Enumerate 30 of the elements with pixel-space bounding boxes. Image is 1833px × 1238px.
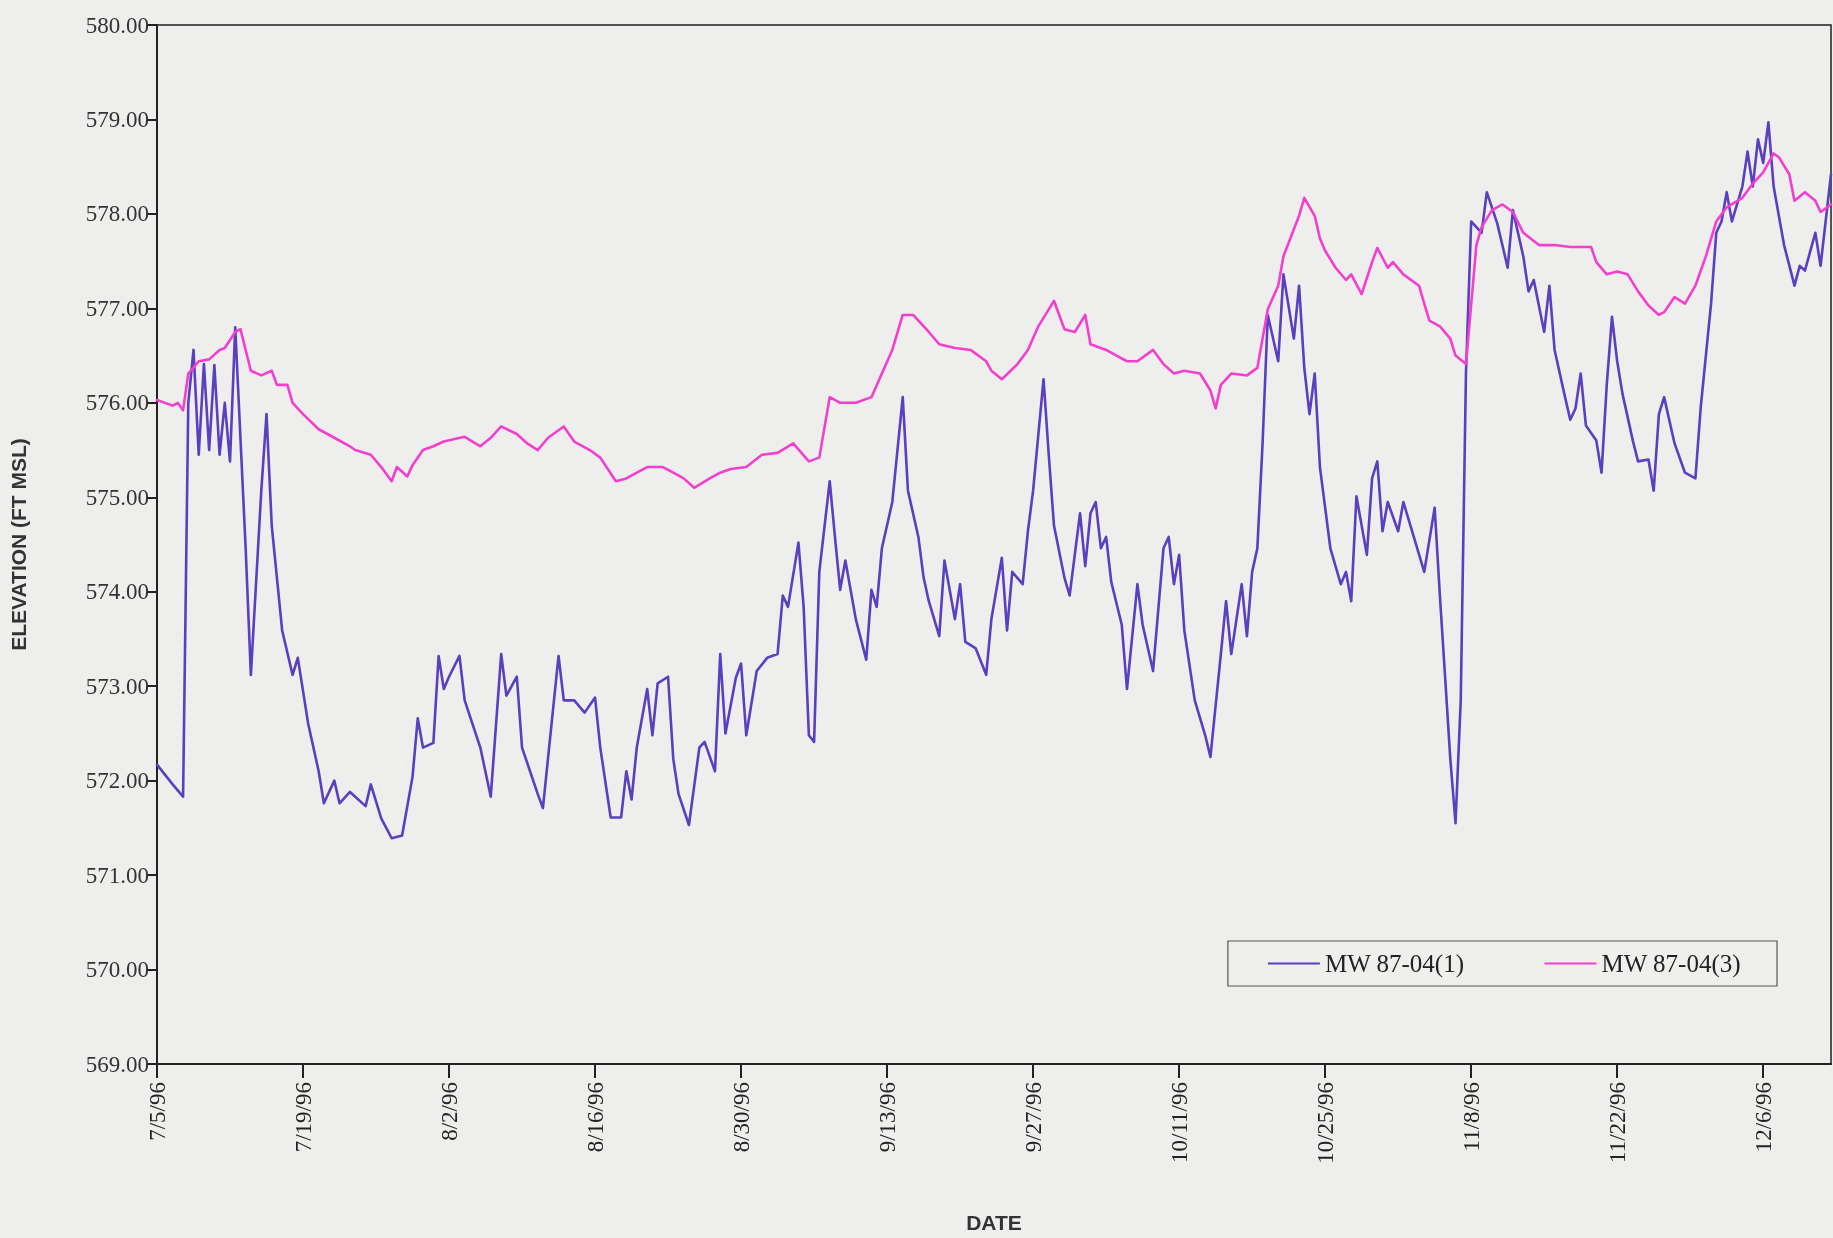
x-tick-label: 10/25/96	[1312, 1082, 1338, 1164]
x-tick-label: 12/6/96	[1750, 1082, 1776, 1153]
legend-label: MW 87-04(3)	[1601, 950, 1741, 978]
x-tick-label: 10/11/96	[1166, 1082, 1192, 1163]
y-tick-label: 569.00	[85, 1051, 149, 1077]
y-axis-title: ELEVATION (FT MSL)	[7, 438, 30, 651]
y-tick-label: 571.00	[85, 862, 149, 888]
x-tick-label: 8/2/96	[436, 1082, 462, 1141]
y-tick-label: 572.00	[85, 768, 149, 794]
y-tick-label: 573.00	[85, 673, 149, 699]
y-tick-label: 579.00	[85, 106, 149, 132]
x-tick-label: 11/8/96	[1458, 1082, 1484, 1152]
y-tick-label: 576.00	[85, 390, 149, 416]
line-series	[155, 152, 1833, 490]
y-tick-label: 578.00	[85, 201, 149, 227]
y-tick-label: 580.00	[85, 12, 149, 38]
x-tick-label: 11/22/96	[1604, 1082, 1630, 1163]
x-tick-label: 8/30/96	[728, 1082, 754, 1153]
x-tick-label: 7/5/96	[144, 1082, 170, 1141]
y-tick-label: 570.00	[85, 957, 149, 983]
x-tick-label: 8/16/96	[582, 1082, 608, 1153]
x-tick-label: 7/19/96	[290, 1082, 316, 1153]
y-tick-label: 577.00	[85, 295, 149, 321]
legend-label: MW 87-04(1)	[1324, 950, 1465, 978]
line-series	[155, 120, 1833, 840]
y-tick-label: 575.00	[85, 484, 149, 510]
x-tick-label: 9/27/96	[1020, 1082, 1046, 1153]
y-tick-label: 574.00	[85, 579, 149, 605]
x-tick-label: 9/13/96	[874, 1082, 900, 1153]
x-axis-title: DATE	[966, 1211, 1022, 1234]
